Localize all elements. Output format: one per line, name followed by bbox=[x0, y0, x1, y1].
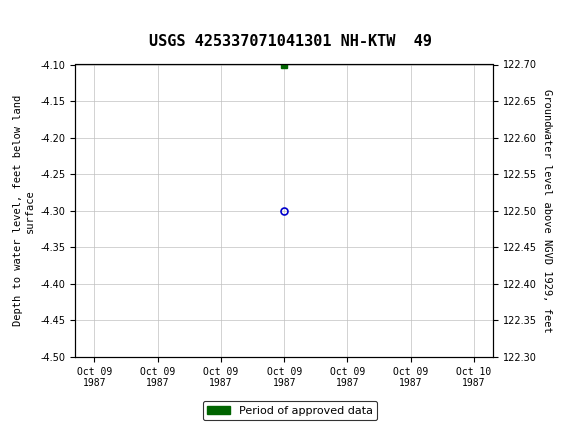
Text: ≡USGS: ≡USGS bbox=[6, 12, 93, 33]
Y-axis label: Depth to water level, feet below land
surface: Depth to water level, feet below land su… bbox=[13, 95, 35, 326]
Text: USGS 425337071041301 NH-KTW  49: USGS 425337071041301 NH-KTW 49 bbox=[148, 34, 432, 49]
Legend: Period of approved data: Period of approved data bbox=[203, 401, 377, 420]
Y-axis label: Groundwater level above NGVD 1929, feet: Groundwater level above NGVD 1929, feet bbox=[542, 89, 552, 332]
